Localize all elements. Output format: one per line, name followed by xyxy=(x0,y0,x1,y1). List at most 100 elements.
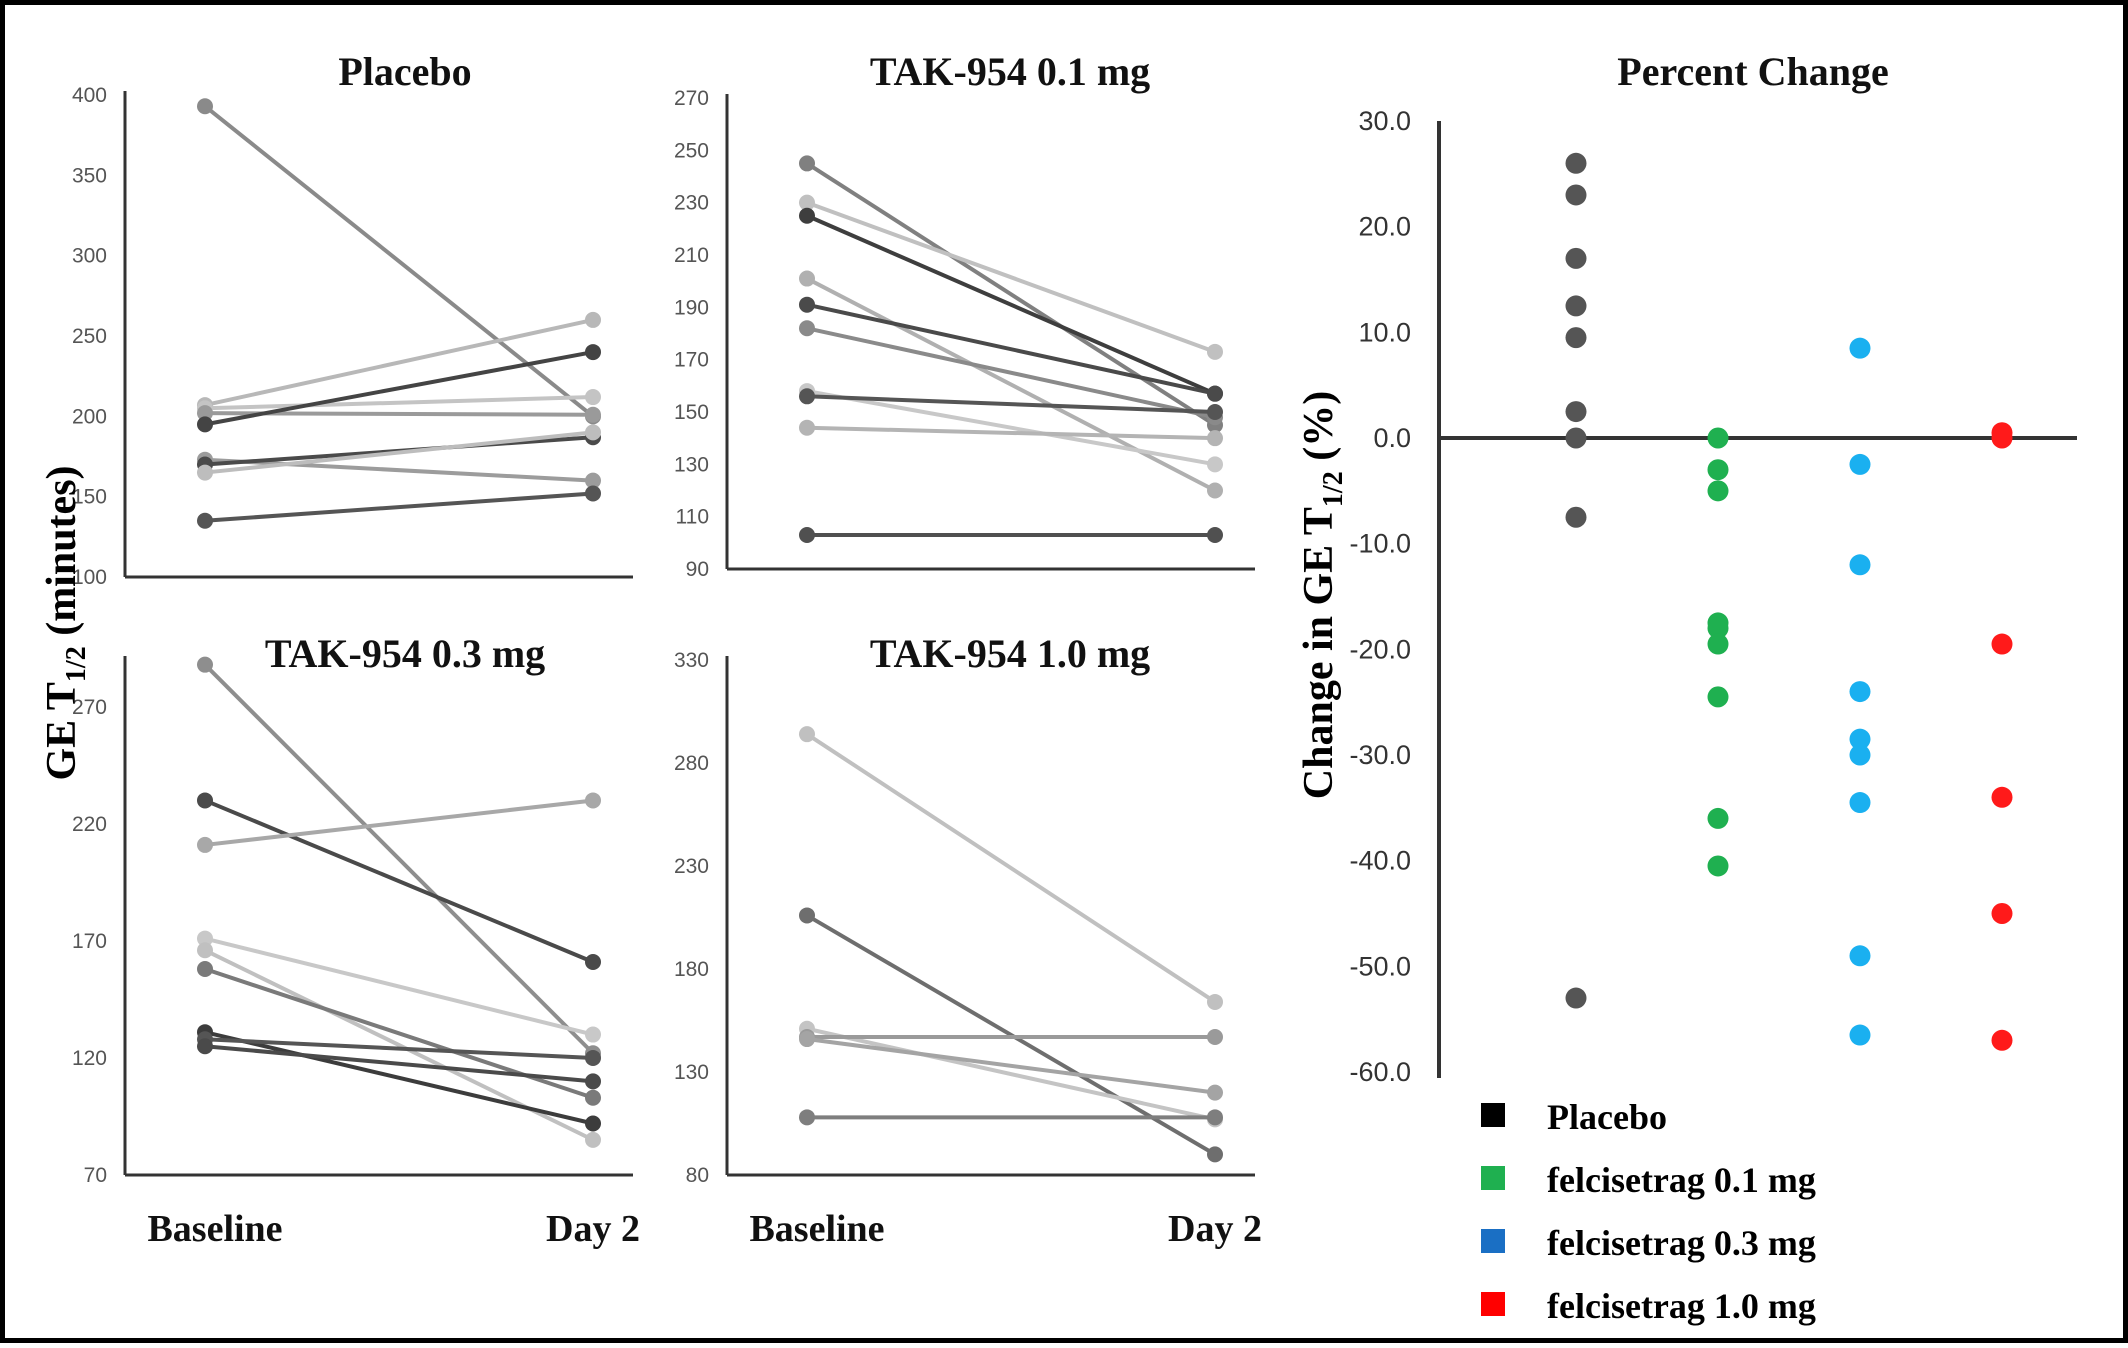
data-point-baseline xyxy=(799,1109,815,1126)
x-category-label: Day 2 xyxy=(546,1208,640,1250)
y-tick-label: 90 xyxy=(686,558,709,581)
scatter-point xyxy=(1849,728,1871,750)
data-point-day2 xyxy=(585,472,601,489)
data-point-day2 xyxy=(1207,526,1223,543)
scatter-point xyxy=(1991,786,2013,808)
legend-item: felcisetrag 1.0 mg xyxy=(1481,1286,1816,1326)
ylabel-main: GE T xyxy=(39,682,85,780)
scatter-point xyxy=(1849,1024,1871,1046)
scatter-point xyxy=(1565,247,1587,269)
data-point-day2 xyxy=(585,1073,601,1090)
y-tick-label: 200 xyxy=(72,405,107,428)
scatter-point xyxy=(1565,184,1587,206)
series-line-group xyxy=(197,451,601,489)
series-line xyxy=(806,1037,1216,1095)
panel-title: TAK-954 0.3 mg xyxy=(265,631,545,676)
series-line xyxy=(204,430,594,475)
shared-y-axis-label: GE T1/2 (minutes) xyxy=(39,465,92,780)
scatter-point xyxy=(1849,792,1871,814)
percent-change-panel: Percent Change 30.0 20.0 10.0 0.0 -10.0 -20.0 -… xyxy=(1296,49,2077,1326)
line-panel-2: TAK-954 0.1 mg 90 110 130 150 170 190 210 230 250… xyxy=(674,49,1255,581)
y-tick-label: 130 xyxy=(674,1061,709,1084)
y-tick-label: 250 xyxy=(674,139,709,162)
data-point-baseline xyxy=(197,98,213,115)
data-point-baseline xyxy=(799,270,815,287)
series-line xyxy=(203,104,595,418)
y-tick-label: -60.0 xyxy=(1349,1057,1411,1087)
scatter-point xyxy=(1849,453,1871,475)
series-line-group xyxy=(197,656,601,1062)
figure-canvas: Placebo 100 150 200 250 300 350 400 TAK-954 0.1 … xyxy=(39,49,2077,1326)
data-point-day2 xyxy=(1207,343,1223,360)
line-panel-3: TAK-954 0.3 mg 70 120 170 220 270 Baseline Day … xyxy=(72,631,640,1250)
panel-title: Placebo xyxy=(338,49,471,94)
legend: Placebo felcisetrag 0.1 mg felcisetrag 0.3… xyxy=(1481,1097,1816,1326)
y-tick-label: -10.0 xyxy=(1349,529,1411,559)
series-line xyxy=(204,1030,594,1126)
scatter-point xyxy=(1707,459,1729,481)
legend-label: felcisetrag 1.0 mg xyxy=(1547,1286,1816,1326)
legend-swatch xyxy=(1481,1103,1505,1127)
scatter-point xyxy=(1565,152,1587,174)
data-point-baseline xyxy=(799,194,815,211)
y-tick-label: -20.0 xyxy=(1349,634,1411,664)
series-line-group xyxy=(799,388,1223,420)
legend-label: felcisetrag 0.1 mg xyxy=(1547,1160,1816,1200)
scatter-series-2 xyxy=(1707,427,1729,877)
series-line-group xyxy=(197,1031,601,1066)
scatter-point xyxy=(1707,807,1729,829)
series-line xyxy=(204,1044,594,1084)
scatter-point xyxy=(1849,554,1871,576)
x-category-label: Baseline xyxy=(749,1208,884,1250)
data-point-baseline xyxy=(799,320,815,337)
scatter-point xyxy=(1849,945,1871,967)
data-point-baseline xyxy=(799,726,815,743)
y-tick-label: 210 xyxy=(674,244,709,267)
scatter-point xyxy=(1849,337,1871,359)
data-point-baseline xyxy=(197,1038,213,1055)
y-tick-label: 30.0 xyxy=(1358,106,1411,136)
series-line xyxy=(806,200,1216,354)
scatter-point xyxy=(1707,686,1729,708)
data-point-baseline xyxy=(799,526,815,543)
series-line xyxy=(204,1037,594,1060)
data-point-day2 xyxy=(585,953,601,970)
scatter-point xyxy=(1565,295,1587,317)
y-tick-label: -50.0 xyxy=(1349,951,1411,981)
y-tick-label: 10.0 xyxy=(1358,317,1411,347)
data-point-day2 xyxy=(1207,482,1223,499)
series-line-group xyxy=(197,1038,601,1090)
scatter-point xyxy=(1565,987,1587,1009)
data-point-baseline xyxy=(197,836,213,853)
series-line-group xyxy=(799,270,1223,499)
panel-title: Percent Change xyxy=(1617,49,1888,94)
scatter-point xyxy=(1565,401,1587,423)
data-point-baseline xyxy=(799,1031,815,1048)
y-tick-label: 130 xyxy=(674,453,709,476)
line-panel-4: TAK-954 1.0 mg 80 130 180 230 280 330 Baseline D… xyxy=(674,631,1262,1250)
series-line-group xyxy=(197,961,601,1106)
data-point-baseline xyxy=(799,207,815,224)
series-line-group xyxy=(799,907,1223,1163)
scatter-point xyxy=(1565,427,1587,449)
ylabel-subscript: 1/2 xyxy=(61,646,92,682)
data-point-baseline xyxy=(197,405,213,422)
data-point-day2 xyxy=(1207,456,1223,473)
scatter-point xyxy=(1707,427,1729,449)
series-line-group xyxy=(799,526,1223,543)
series-line xyxy=(805,161,1217,427)
data-point-day2 xyxy=(1207,1109,1223,1126)
y-tick-label: 220 xyxy=(72,813,107,836)
scatter-point xyxy=(1565,506,1587,528)
data-point-baseline xyxy=(197,792,213,809)
legend-swatch xyxy=(1481,1292,1505,1316)
panel-title: TAK-954 1.0 mg xyxy=(870,631,1150,676)
series-line xyxy=(204,395,594,411)
series-line xyxy=(805,732,1217,1004)
y-tick-label: 330 xyxy=(674,649,709,672)
y-tick-label: -40.0 xyxy=(1349,846,1411,876)
ylabel-main: Change in GE T xyxy=(1296,507,1342,799)
scatter-series-3 xyxy=(1849,337,1871,1046)
scatter-series-4 xyxy=(1991,422,2013,1051)
